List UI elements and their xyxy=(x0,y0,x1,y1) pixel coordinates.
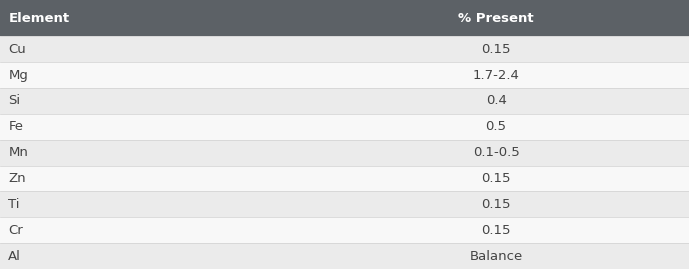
Bar xyxy=(0,36,689,62)
Text: Mg: Mg xyxy=(8,69,28,82)
Text: Cu: Cu xyxy=(8,43,26,56)
Text: 0.15: 0.15 xyxy=(482,43,511,56)
Text: 0.1-0.5: 0.1-0.5 xyxy=(473,146,520,159)
Bar xyxy=(0,88,689,114)
Bar xyxy=(0,140,689,166)
Text: Zn: Zn xyxy=(8,172,26,185)
Text: Fe: Fe xyxy=(8,120,23,133)
Text: 0.15: 0.15 xyxy=(482,198,511,211)
Text: Balance: Balance xyxy=(469,250,523,263)
Text: Cr: Cr xyxy=(8,224,23,237)
Bar xyxy=(0,62,689,88)
Bar xyxy=(0,243,689,269)
Text: % Present: % Present xyxy=(458,12,534,25)
Bar xyxy=(0,0,689,36)
Bar xyxy=(0,217,689,243)
Text: 1.7-2.4: 1.7-2.4 xyxy=(473,69,520,82)
Text: Ti: Ti xyxy=(8,198,20,211)
Text: Al: Al xyxy=(8,250,21,263)
Text: 0.15: 0.15 xyxy=(482,224,511,237)
Bar xyxy=(0,114,689,140)
Text: 0.4: 0.4 xyxy=(486,94,506,107)
Bar xyxy=(0,192,689,217)
Text: 0.5: 0.5 xyxy=(486,120,506,133)
Bar xyxy=(0,166,689,192)
Text: Si: Si xyxy=(8,94,21,107)
Text: Mn: Mn xyxy=(8,146,28,159)
Text: 0.15: 0.15 xyxy=(482,172,511,185)
Text: Element: Element xyxy=(8,12,70,25)
